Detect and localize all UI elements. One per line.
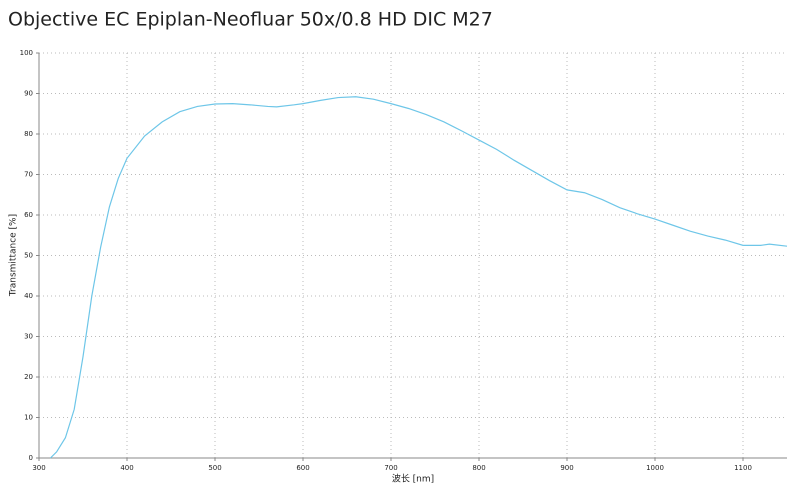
y-tick-label: 60 — [24, 211, 33, 219]
data-line — [50, 96, 788, 459]
x-tick-label: 1100 — [734, 464, 752, 472]
x-tick-label: 500 — [208, 464, 221, 472]
y-tick-label: 70 — [24, 171, 33, 179]
y-tick-label: 0 — [29, 454, 33, 462]
y-tick-label: 100 — [20, 49, 33, 57]
y-tick-label: 50 — [24, 252, 33, 260]
x-tick-label: 900 — [560, 464, 573, 472]
x-tick-label: 300 — [32, 464, 45, 472]
y-tick-label: 90 — [24, 90, 33, 98]
x-tick-label: 800 — [472, 464, 485, 472]
x-tick-label: 700 — [384, 464, 397, 472]
y-tick-label: 80 — [24, 130, 33, 138]
x-axis-label: 波长 [nm] — [392, 473, 434, 485]
y-axis-label: Transmittance [%] — [9, 214, 19, 297]
x-tick-label: 1000 — [646, 464, 664, 472]
x-tick-label: 600 — [296, 464, 309, 472]
y-tick-label: 40 — [24, 292, 33, 300]
x-tick-label: 400 — [120, 464, 133, 472]
y-tick-label: 20 — [24, 373, 33, 381]
y-tick-label: 10 — [24, 414, 33, 422]
chart-title: Objective EC Epiplan-Neofluar 50x/0.8 HD… — [8, 9, 493, 31]
y-tick-label: 30 — [24, 333, 33, 341]
